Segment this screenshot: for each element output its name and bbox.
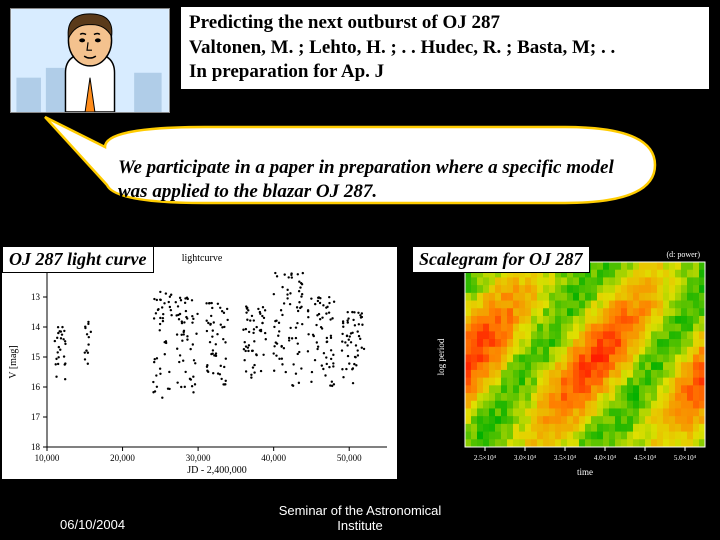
svg-text:4.0×10⁴: 4.0×10⁴ xyxy=(594,454,617,462)
svg-text:10,000: 10,000 xyxy=(35,453,60,463)
scalegram-chart: 2.5×10⁴ 3.0×10⁴ 3.5×10⁴ 4.0×10⁴ 4.5×10⁴ 5.0×1… xyxy=(430,247,714,479)
sc-ylabel: log period xyxy=(436,338,446,375)
svg-text:40,000: 40,000 xyxy=(261,453,286,463)
title-line2: Valtonen, M. ; Lehto, H. ; . . Hudec, R.… xyxy=(189,36,701,61)
svg-text:50,000: 50,000 xyxy=(337,453,362,463)
sc-xlabel: time xyxy=(577,467,593,477)
svg-text:17: 17 xyxy=(31,412,41,422)
lightcurve-chart: lightcurve 12131415161718 10,00020,00030… xyxy=(2,247,397,479)
footer-institute: Seminar of the AstronomicalInstitute xyxy=(0,503,720,534)
chart-inner-title: lightcurve xyxy=(182,253,223,264)
sc-inner-title: (d: power) xyxy=(666,250,700,259)
svg-text:18: 18 xyxy=(31,442,41,452)
svg-text:30,000: 30,000 xyxy=(186,453,211,463)
lightcurve-label: OJ 287 light curve xyxy=(2,246,154,273)
svg-text:3.0×10⁴: 3.0×10⁴ xyxy=(514,454,537,462)
avatar-image xyxy=(10,8,170,113)
speech-text: We participate in a paper in preparation… xyxy=(118,156,638,204)
title-line3: In preparation for Ap. J xyxy=(189,60,701,85)
svg-text:5.0×10⁴: 5.0×10⁴ xyxy=(674,454,697,462)
svg-text:16: 16 xyxy=(31,382,41,392)
svg-text:20,000: 20,000 xyxy=(110,453,135,463)
svg-text:4.5×10⁴: 4.5×10⁴ xyxy=(634,454,657,462)
paper-title-box: Predicting the next outburst of OJ 287 V… xyxy=(180,6,710,90)
svg-text:15: 15 xyxy=(31,352,41,362)
title-line1: Predicting the next outburst of OJ 287 xyxy=(189,11,701,36)
lc-ylabel: V [mag] xyxy=(8,345,19,378)
scalegram-label: Scalegram for OJ 287 xyxy=(412,246,590,273)
svg-text:2.5×10⁴: 2.5×10⁴ xyxy=(474,454,497,462)
lc-xlabel: JD - 2,400,000 xyxy=(187,465,246,476)
svg-text:3.5×10⁴: 3.5×10⁴ xyxy=(554,454,577,462)
svg-text:14: 14 xyxy=(31,322,41,332)
speech-bubble: We participate in a paper in preparation… xyxy=(100,145,655,219)
svg-text:13: 13 xyxy=(31,292,41,302)
